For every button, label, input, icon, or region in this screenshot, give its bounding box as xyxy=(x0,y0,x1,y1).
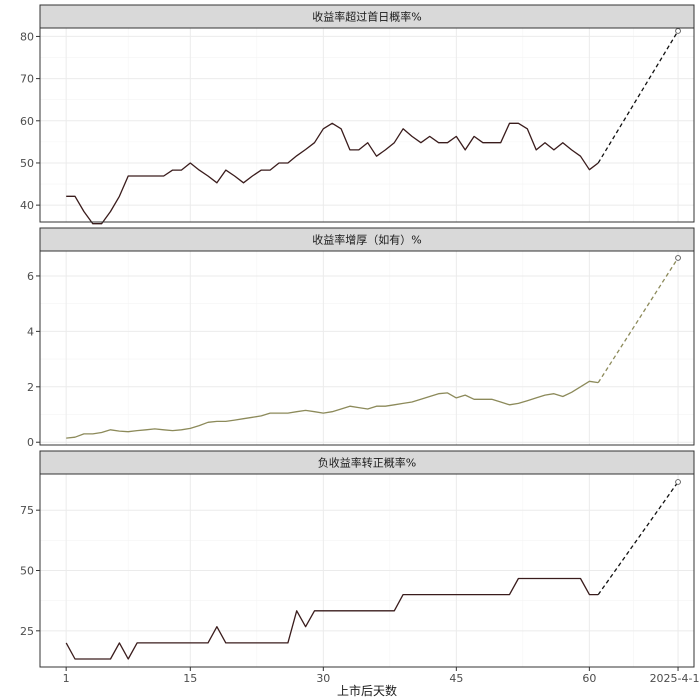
y-tick-label: 70 xyxy=(20,73,34,86)
panel-border xyxy=(39,473,695,668)
x-axis-title: 上市后天数 xyxy=(337,683,397,698)
y-tick-label: 60 xyxy=(20,115,34,128)
panel-1: 收益率超过首日概率% 40 50 60 70 80 xyxy=(20,4,695,225)
y-tick-label: 0 xyxy=(27,436,34,449)
x-axis: 1 15 30 45 60 2025-4-11 xyxy=(63,667,700,685)
y-tick-label: 50 xyxy=(20,565,34,578)
panel-border xyxy=(39,27,695,223)
x-tick-label: 60 xyxy=(582,672,596,685)
panel-background xyxy=(40,251,694,445)
series-line xyxy=(65,577,599,660)
projection-end-point xyxy=(675,255,681,261)
y-tick-label: 6 xyxy=(27,270,34,283)
projection-line xyxy=(597,257,679,383)
panel-background xyxy=(40,28,694,222)
panel-title: 收益率超过首日概率% xyxy=(312,10,421,24)
x-tick-label: 2025-4-11 xyxy=(650,672,700,685)
panel-3: 负收益率转正概率% 25 50 75 xyxy=(20,450,695,668)
panel-title: 负收益率转正概率% xyxy=(318,456,416,470)
y-tick-label: 40 xyxy=(20,199,34,212)
y-tick-label: 50 xyxy=(20,157,34,170)
projection-line xyxy=(597,30,679,164)
projection-end-point xyxy=(675,28,681,34)
x-tick-label: 1 xyxy=(63,672,70,685)
panel-title: 收益率增厚（如有）% xyxy=(312,233,421,247)
projection-end-point xyxy=(675,479,681,485)
x-tick-label: 30 xyxy=(316,672,330,685)
y-tick-label: 2 xyxy=(27,381,34,394)
panel-2: 收益率增厚（如有）% 0 2 4 6 xyxy=(27,227,695,449)
series-line xyxy=(66,122,599,225)
panel-border xyxy=(39,250,695,446)
x-tick-label: 45 xyxy=(449,672,463,685)
y-tick-label: 25 xyxy=(20,625,34,638)
y-tick-label: 4 xyxy=(27,325,34,338)
y-tick-label: 75 xyxy=(20,504,34,517)
projection-line xyxy=(597,481,679,596)
y-tick-label: 80 xyxy=(20,30,34,43)
series-line xyxy=(66,380,599,439)
x-tick-label: 15 xyxy=(183,672,197,685)
